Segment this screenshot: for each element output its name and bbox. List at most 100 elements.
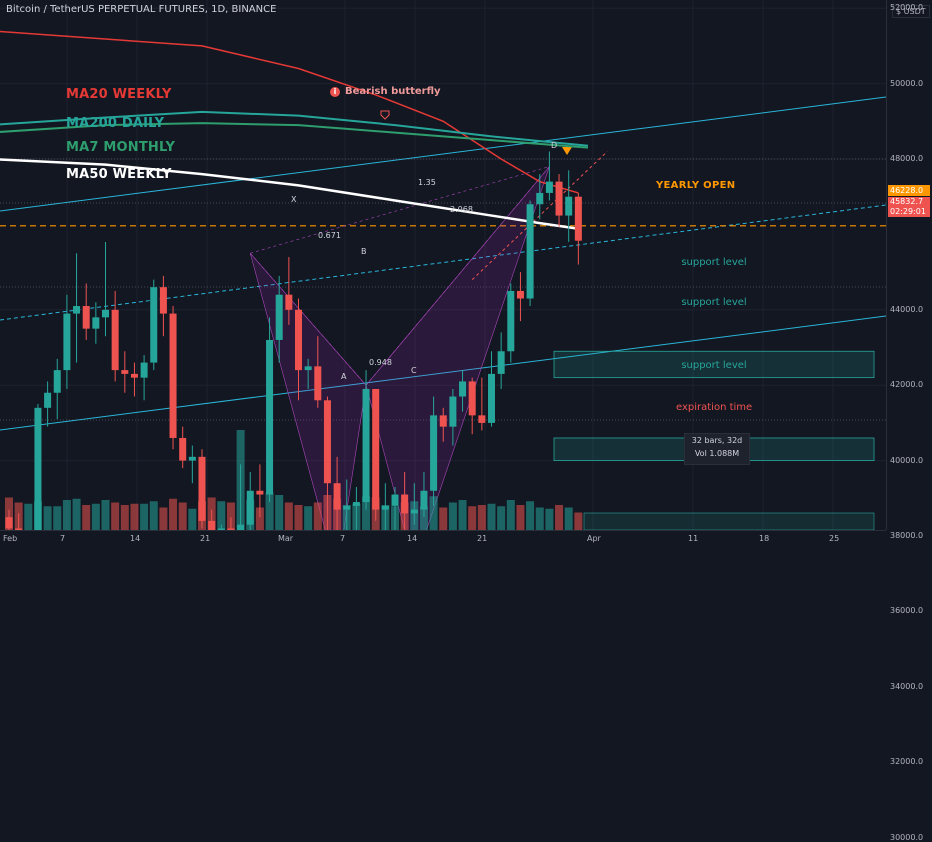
- projection-line: [471, 151, 608, 281]
- volume-bar: [101, 500, 110, 530]
- last-price-badge: 45832.7 02:29:01: [888, 197, 930, 217]
- pattern-bcd: [365, 166, 550, 530]
- pattern-title: i Bearish butterfly: [330, 86, 441, 97]
- volume-bar: [516, 505, 525, 530]
- price-tick: 50000.0: [890, 78, 924, 88]
- price-tick: 32000.0: [890, 757, 924, 767]
- candle-body: [323, 400, 331, 484]
- volume-bar: [120, 505, 129, 530]
- candle-body: [198, 456, 206, 521]
- candle-body: [574, 196, 582, 241]
- candle-body: [343, 505, 351, 510]
- ratio-xd: 1.35: [418, 178, 436, 187]
- volume-bar: [217, 501, 226, 530]
- candle-body: [150, 287, 158, 363]
- time-tick: 25: [829, 534, 840, 543]
- volume-bar: [487, 503, 496, 530]
- range-info-box: 32 bars, 32d Vol 1.088M: [684, 433, 750, 465]
- candle-body: [526, 204, 534, 299]
- time-tick: 21: [200, 534, 211, 543]
- volume-bar: [419, 506, 428, 530]
- ma7-monthly-line: [0, 122, 589, 149]
- time-tick: 18: [759, 534, 770, 543]
- currency-unit-button[interactable]: $ USDT: [892, 5, 930, 18]
- volume-bar: [82, 505, 91, 530]
- volume-bar: [188, 508, 197, 530]
- candle-body: [140, 362, 148, 378]
- price-tick: 44000.0: [890, 304, 924, 314]
- last-price: 45832.7: [890, 197, 924, 206]
- candle-body: [516, 290, 524, 299]
- ratio-bd: 2.068: [450, 205, 473, 214]
- candle-body: [169, 313, 177, 438]
- candle-body: [381, 505, 389, 510]
- candle-body: [179, 437, 187, 461]
- volume-bar: [564, 507, 573, 530]
- candle-body: [536, 192, 544, 205]
- range-volume: Vol 1.088M: [694, 449, 740, 458]
- volume-bar: [362, 496, 371, 530]
- time-tick: 14: [130, 534, 141, 543]
- chart-canvas[interactable]: [0, 0, 886, 530]
- volume-bar: [458, 500, 467, 530]
- candle-body: [5, 517, 13, 529]
- volume-bar: [169, 498, 178, 530]
- volume-bar: [574, 512, 583, 530]
- yearly-open-price-label: 46228.0: [888, 185, 930, 196]
- candle-body: [449, 396, 457, 427]
- volume-bar: [284, 502, 293, 530]
- candle-body: [410, 509, 418, 514]
- candle-body: [53, 370, 61, 393]
- volume-bar: [62, 500, 71, 530]
- volume-bar: [53, 506, 62, 530]
- candle-body: [82, 306, 90, 329]
- time-tick: 11: [688, 534, 699, 543]
- volume-bar: [91, 503, 100, 530]
- price-scale[interactable]: [886, 0, 932, 530]
- volume-bar: [255, 507, 264, 530]
- ma20-weekly-label: MA20 WEEKLY: [66, 87, 172, 102]
- pattern-point-d: D: [551, 141, 558, 150]
- ma50-weekly-label: MA50 WEEKLY: [66, 167, 172, 182]
- sell-signal-arrow: [562, 147, 572, 155]
- price-tick: 38000.0: [890, 531, 924, 540]
- candle-body: [295, 309, 302, 371]
- time-axis[interactable]: [0, 530, 886, 551]
- ma200-daily-label: MA200 DAILY: [66, 116, 165, 131]
- symbol-title: Bitcoin / TetherUS PERPETUAL FUTURES, 1D…: [6, 4, 277, 15]
- volume-bar: [275, 495, 284, 530]
- time-tick: 7: [340, 534, 346, 543]
- volume-bar: [497, 506, 506, 530]
- candle-body: [63, 313, 71, 371]
- candle-body: [34, 407, 42, 530]
- time-tick: Mar: [278, 534, 294, 543]
- volume-bar: [535, 507, 544, 530]
- pattern-xd: [250, 166, 550, 254]
- candle-body: [420, 490, 428, 510]
- pattern-point-x: X: [291, 195, 297, 204]
- candle-body: [208, 520, 216, 530]
- volume-bar: [304, 506, 313, 530]
- time-tick: 7: [60, 534, 66, 543]
- ma200-daily-line: [0, 110, 589, 147]
- volume-bar: [477, 505, 486, 530]
- pattern-point-b: B: [361, 247, 367, 256]
- candle-body: [372, 388, 380, 510]
- candle-body: [488, 373, 495, 423]
- candle-body: [217, 528, 225, 530]
- ratio-xb: 0.671: [318, 231, 341, 240]
- channel-upper: [0, 96, 886, 212]
- candle-body: [304, 366, 312, 371]
- channel-lower: [0, 315, 886, 431]
- price-tick: 34000.0: [890, 681, 924, 691]
- candle-body: [92, 317, 100, 329]
- candle-body: [478, 415, 486, 423]
- pattern-name: Bearish butterfly: [345, 86, 441, 97]
- candle-body: [333, 483, 341, 510]
- candle-body: [159, 287, 167, 314]
- volume-bar: [526, 501, 535, 530]
- volume-bar: [72, 498, 81, 530]
- candle-body: [73, 306, 81, 314]
- candle-body: [130, 373, 138, 378]
